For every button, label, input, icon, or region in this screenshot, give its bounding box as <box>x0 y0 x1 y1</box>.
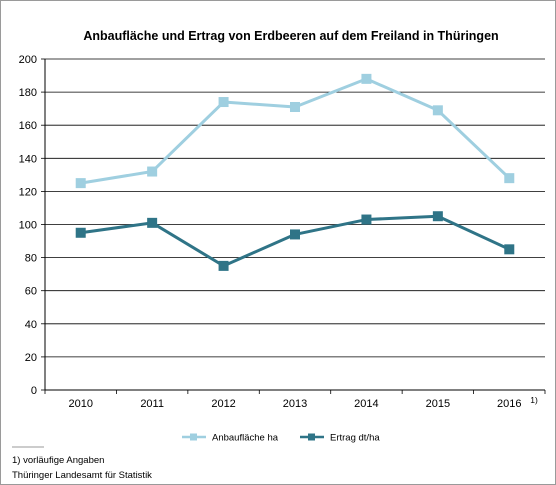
x-tick-label: 2014 <box>354 398 378 410</box>
x-tick-label: 2010 <box>68 398 92 410</box>
y-tick-label: 20 <box>25 352 37 364</box>
y-tick-label: 120 <box>19 186 37 198</box>
data-point <box>361 214 372 225</box>
legend: Anbaufläche ha Ertrag dt/ha <box>182 433 380 444</box>
y-tick-label: 140 <box>19 153 37 165</box>
data-point <box>290 101 300 112</box>
chart-title: Anbaufläche und Ertrag von Erdbeeren auf… <box>83 29 498 43</box>
y-tick-label: 40 <box>25 319 37 331</box>
x-tick-label: 2013 <box>283 398 307 410</box>
legend-marker-ertrag <box>308 433 315 441</box>
gridlines <box>44 58 545 391</box>
series-layer <box>75 73 515 271</box>
data-point <box>504 244 515 255</box>
y-tick-label: 0 <box>31 385 37 397</box>
data-point <box>432 211 443 222</box>
data-point <box>75 227 86 238</box>
y-tick-label: 200 <box>19 54 37 66</box>
x-axis-ticks: 2010 2011 2012 2013 2014 2015 2016 1) <box>44 390 546 410</box>
y-axis-ticks: 0 20 40 60 80 100 120 140 160 180 200 <box>19 54 45 397</box>
x-tick-label: 2015 <box>426 398 450 410</box>
data-point <box>147 217 158 228</box>
legend-label-ertrag: Ertrag dt/ha <box>330 433 380 444</box>
y-tick-label: 60 <box>25 286 37 298</box>
x-tick-footnote-mark: 1) <box>530 395 538 405</box>
y-tick-label: 160 <box>19 120 37 132</box>
data-point <box>75 178 86 189</box>
data-point <box>218 260 229 271</box>
x-tick-label: 2011 <box>140 398 164 410</box>
data-point <box>218 97 229 108</box>
y-tick-label: 100 <box>19 220 37 232</box>
data-point <box>361 73 372 84</box>
x-tick-label: 2016 <box>497 398 521 410</box>
data-point <box>432 105 443 116</box>
legend-label-anbauflaeche: Anbaufläche ha <box>212 433 279 444</box>
data-point <box>504 173 515 184</box>
data-point <box>290 229 300 240</box>
x-tick-label: 2012 <box>211 398 235 410</box>
legend-marker-anbauflaeche <box>190 433 197 441</box>
source-text: Thüringer Landesamt für Statistik <box>12 470 152 481</box>
data-point <box>147 166 158 177</box>
y-tick-label: 180 <box>19 87 37 99</box>
footnote-text: 1) vorläufige Angaben <box>12 455 104 466</box>
y-tick-label: 80 <box>25 253 37 265</box>
